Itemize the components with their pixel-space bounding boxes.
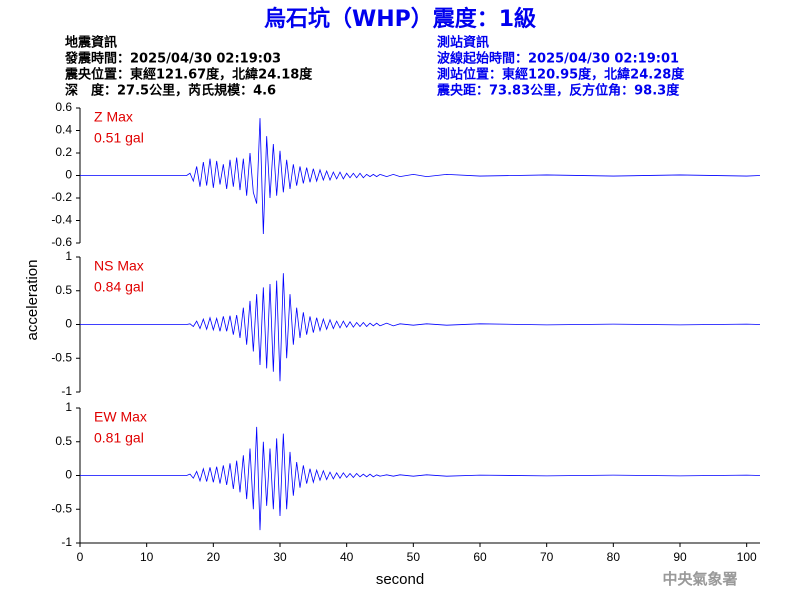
info-line: 震央距：73.83公里，反方位角：98.3度	[436, 83, 680, 99]
x-tick-label: 80	[607, 550, 621, 564]
info-line: 測站位置：東經120.95度，北緯24.28度	[437, 67, 685, 83]
y-tick-label: 0.5	[55, 434, 72, 448]
x-tick-label: 50	[407, 550, 421, 564]
waveform	[80, 118, 761, 235]
info-line: 深 度：27.5公里，芮氏規模：4.6	[65, 83, 276, 99]
chart-title: 烏石坑（WHP）震度：1級	[264, 6, 536, 32]
info-line: 地震資訊	[65, 35, 117, 51]
info-line: 測站資訊	[437, 35, 489, 51]
y-tick-label: -1	[61, 535, 72, 549]
y-tick-label: 0	[65, 468, 72, 482]
info-line: 發震時間：2025/04/30 02:19:03	[64, 51, 281, 67]
y-tick-label: 0	[65, 168, 72, 182]
y-tick-label: 0	[65, 317, 72, 331]
y-tick-label: 0.2	[55, 145, 72, 159]
x-tick-label: 100	[737, 550, 757, 564]
x-tick-label: 0	[77, 550, 84, 564]
footer: 中央氣象署	[662, 570, 737, 588]
annotation: EW Max	[94, 409, 147, 425]
y-tick-label: -0.6	[51, 235, 72, 249]
x-tick-label: 60	[473, 550, 487, 564]
info-line: 波線起始時間：2025/04/30 02:19:01	[437, 51, 679, 67]
x-tick-label: 70	[540, 550, 554, 564]
info-line: 震央位置：東經121.67度，北緯24.18度	[64, 67, 313, 83]
y-tick-label: 1	[65, 400, 72, 414]
y-axis-label: acceleration	[24, 260, 41, 341]
waveform	[80, 426, 761, 531]
annotation: Z Max	[94, 109, 133, 125]
y-tick-label: -0.4	[51, 213, 72, 227]
y-tick-label: -0.5	[51, 501, 72, 515]
x-tick-label: 20	[207, 550, 221, 564]
waveform	[80, 273, 761, 382]
annotation: NS Max	[94, 258, 144, 274]
y-tick-label: 1	[65, 249, 72, 263]
annotation: 0.51 gal	[94, 130, 144, 146]
y-tick-label: 0.5	[55, 283, 72, 297]
y-tick-label: -0.5	[51, 350, 72, 364]
x-tick-label: 10	[140, 550, 154, 564]
x-tick-label: 90	[673, 550, 687, 564]
event-info: 地震資訊 發震時間：2025/04/30 02:19:03 震央位置：東經121…	[64, 35, 313, 99]
x-tick-label: 30	[273, 550, 287, 564]
y-tick-label: 0.6	[55, 100, 72, 114]
x-axis-label: second	[376, 571, 424, 588]
station-info: 測站資訊 波線起始時間：2025/04/30 02:19:01 測站位置：東經1…	[436, 35, 685, 99]
y-tick-label: -0.2	[51, 190, 72, 204]
x-tick-label: 40	[340, 550, 354, 564]
y-tick-label: 0.4	[55, 123, 72, 137]
y-tick-label: -1	[61, 384, 72, 398]
annotation: 0.84 gal	[94, 279, 144, 295]
annotation: 0.81 gal	[94, 430, 144, 446]
